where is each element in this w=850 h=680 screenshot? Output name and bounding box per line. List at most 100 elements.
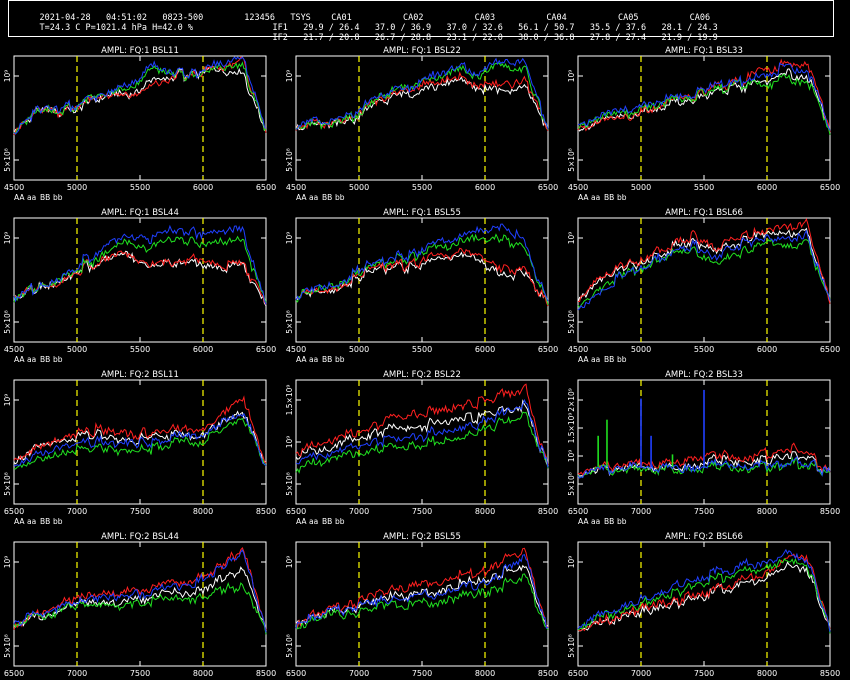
chart-title: AMPL: FQ:2 BSL22 — [383, 370, 461, 380]
series-line-bb — [13, 224, 267, 305]
legend-AA: AA — [14, 355, 25, 364]
x-tick-label: 5500 — [694, 183, 714, 192]
legend-aa: aa — [309, 355, 318, 364]
series-line-AA — [577, 561, 831, 632]
y-tick-label: 10⁹ — [285, 232, 294, 245]
x-tick-label: 5000 — [631, 183, 651, 192]
antenna-ca06: CA06 — [689, 13, 711, 23]
chart-title: AMPL: FQ:1 BSL44 — [101, 208, 179, 218]
x-tick-label: 6500 — [538, 183, 558, 192]
plot-frame — [295, 55, 549, 181]
chart-panel-12: AMPL: FQ:2 BSL66 6500 7000 7500 8000 8500 5×10… — [567, 532, 840, 680]
if1-ca03: 37.0 / 32.6 — [446, 23, 503, 33]
y-tick-label: 5×10⁸ — [567, 310, 576, 334]
x-tick-label: 8500 — [820, 669, 840, 678]
x-tick-label: 6500 — [256, 183, 276, 192]
legend-AA: AA — [578, 193, 589, 202]
legend-BB: BB — [604, 517, 614, 526]
antenna-ca05: CA05 — [617, 13, 639, 23]
if2-ca03: 23.1 / 22.0 — [446, 33, 503, 43]
y-tick-label: 10⁹ — [3, 394, 12, 407]
x-tick-label: 8000 — [475, 669, 495, 678]
y-tick-label: 5×10⁸ — [567, 472, 576, 496]
x-tick-label: 6500 — [568, 669, 588, 678]
legend-bb: bb — [53, 355, 63, 364]
legend-BB: BB — [40, 193, 50, 202]
y-tick-label: 5×10⁸ — [567, 148, 576, 172]
x-tick-label: 6500 — [820, 345, 840, 354]
x-tick-label: 4500 — [4, 345, 24, 354]
x-tick-label: 7000 — [67, 669, 87, 678]
if2-ca01: 21.7 / 20.8 — [303, 33, 360, 43]
series-line-BB — [295, 62, 549, 131]
legend-AA: AA — [578, 517, 589, 526]
y-tick-label: 10⁹ — [3, 70, 12, 83]
if1-ca04: 56.1 / 50.7 — [518, 23, 575, 33]
series-line-aa — [13, 250, 267, 305]
x-tick-label: 8500 — [538, 507, 558, 516]
legend-aa: aa — [309, 517, 318, 526]
series-line-bb — [577, 456, 831, 479]
chart-title: AMPL: FQ:2 BSL11 — [101, 370, 179, 380]
x-tick-label: 7000 — [349, 669, 369, 678]
x-tick-label: 7000 — [631, 669, 651, 678]
series-line-aa — [295, 247, 549, 307]
y-tick-label: 10⁹ — [567, 232, 576, 245]
x-tick-label: 8500 — [538, 669, 558, 678]
x-tick-label: 8000 — [757, 507, 777, 516]
x-tick-label: 8500 — [256, 507, 276, 516]
legend-AA: AA — [14, 193, 25, 202]
x-tick-label: 5000 — [67, 345, 87, 354]
x-tick-label: 7500 — [130, 507, 150, 516]
antenna-ca02: CA02 — [402, 13, 424, 23]
x-tick-label: 7500 — [412, 669, 432, 678]
series-line-bb — [295, 398, 549, 468]
chart-panel-1: AMPL: FQ:1 BSL11 4500 5000 5500 6000 6500 5×10… — [3, 46, 276, 202]
plot-frame — [295, 541, 549, 667]
legend-bb: bb — [617, 193, 627, 202]
antenna-ca01: CA01 — [331, 13, 352, 23]
x-tick-label: 5500 — [130, 345, 150, 354]
x-tick-label: 5500 — [694, 345, 714, 354]
legend-bb: bb — [53, 517, 63, 526]
series-line-bb — [13, 56, 267, 135]
chart-panel-11: AMPL: FQ:2 BSL55 6500 7000 7500 8000 8500 5×10… — [285, 532, 558, 680]
x-tick-label: 5500 — [412, 345, 432, 354]
series-line-BB — [13, 61, 267, 135]
chart-title: AMPL: FQ:1 BSL33 — [665, 46, 743, 56]
chart-panel-6: AMPL: FQ:1 BSL66 4500 5000 5500 6000 6500 5×10… — [567, 208, 840, 364]
legend-AA: AA — [14, 517, 25, 526]
y-tick-label: 10⁹ — [3, 232, 12, 245]
series-line-bb — [577, 62, 831, 131]
header-if2-label: IF2 — [272, 33, 288, 43]
y-tick-label: 5×10⁸ — [285, 148, 294, 172]
legend-BB: BB — [40, 355, 50, 364]
series-line-AA — [577, 68, 831, 134]
x-tick-label: 6500 — [538, 345, 558, 354]
x-tick-label: 6500 — [820, 183, 840, 192]
x-tick-label: 8500 — [820, 507, 840, 516]
x-tick-label: 6000 — [757, 345, 777, 354]
legend-bb: bb — [335, 517, 345, 526]
series-line-aa — [13, 547, 267, 631]
header-time: 04:51:02 — [106, 13, 147, 23]
if1-ca05: 35.5 / 37.6 — [589, 23, 647, 33]
chart-title: AMPL: FQ:1 BSL22 — [383, 46, 461, 56]
header-row-1: 2021-04-28 04:51:02 0823-500 123456 TSYS… — [19, 3, 710, 33]
if1-ca01: 29.9 / 26.4 — [303, 23, 360, 33]
x-tick-label: 5000 — [349, 345, 369, 354]
x-tick-label: 7500 — [412, 507, 432, 516]
legend-BB: BB — [40, 517, 50, 526]
series-line-AA — [577, 227, 831, 304]
series-line-aa — [295, 71, 549, 131]
y-tick-label: 5×10⁸ — [3, 634, 12, 658]
y-tick-label: 5×10⁸ — [285, 634, 294, 658]
y-tick-label: 10⁹ — [285, 556, 294, 569]
x-tick-label: 4500 — [4, 183, 24, 192]
antenna-ca04: CA04 — [546, 13, 567, 23]
legend-bb: bb — [617, 355, 627, 364]
series-line-AA — [13, 566, 267, 635]
y-tick-label: 5×10⁸ — [3, 148, 12, 172]
series-line-BB — [13, 235, 267, 303]
